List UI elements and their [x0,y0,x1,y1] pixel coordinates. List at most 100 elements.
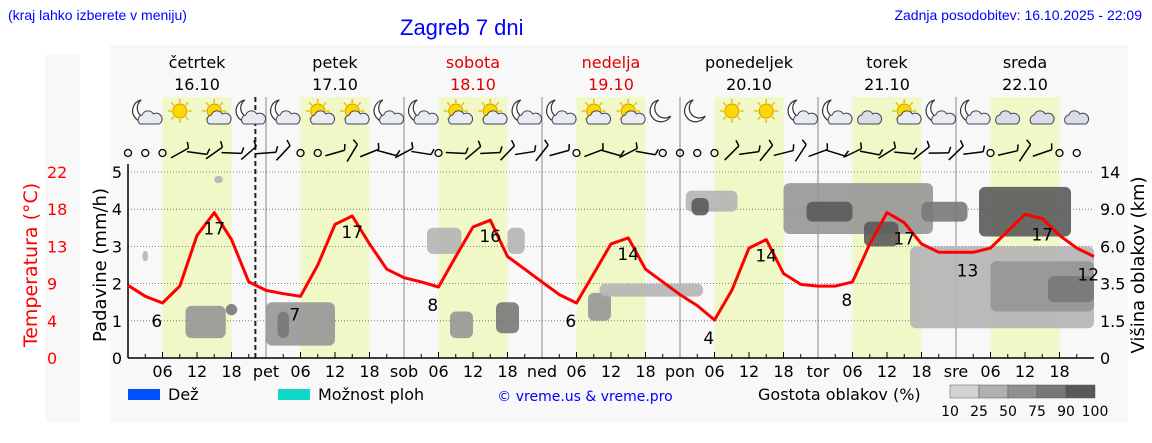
wind-barb-icon [445,147,469,155]
location-hint[interactable]: (kraj lahko izberete v meniju) [8,7,187,23]
temperature-label: 17 [893,230,915,250]
wind-barb-shaft [894,151,915,155]
moon-cloud-icon [925,99,957,125]
cloud-shape [1029,110,1055,125]
wind-barb-shaft [997,150,1018,156]
wind-barb-icon [963,145,986,155]
hour-label: 18 [773,362,793,381]
calm-wind-icon [1055,148,1064,158]
cloud-shape [482,110,508,125]
sun-ray [895,101,900,106]
cloud-layer [979,186,1071,237]
rain-tick: 4 [112,200,122,219]
wind-barb-flag [286,139,291,147]
wind-barb-flag [768,139,774,146]
wind-barb-icon [464,140,482,161]
wind-barb-shaft [843,147,862,159]
sun-cloud-icon [305,99,336,125]
wind-barb-icon [618,142,638,159]
cloud-shape [896,110,922,125]
cloud-layer [507,227,525,254]
moon-cloud-icon [546,99,577,125]
calm-wind-icon [572,148,581,158]
density-level-label: 10 [941,404,959,420]
wind-barb-icon [514,145,537,156]
wind-barb-shaft [255,151,277,155]
calm-wind-icon [710,148,719,158]
rain-tick: 2 [112,275,122,294]
wind-barb-flag [275,145,279,153]
wind-barb-icon [221,147,245,155]
wind-barb-icon [948,140,964,161]
sun-ray [446,101,451,106]
wind-barb-shaft [359,148,380,158]
sun-ray [722,101,727,106]
cloud-shape [413,110,439,125]
sun-ray [205,101,210,106]
day-date: 18.10 [450,75,496,94]
wind-barb-flag [654,148,660,156]
cloud-height-tick: 9.0 [1100,200,1125,219]
wind-barb-shaft [394,147,414,159]
wind-barb-flag [352,139,358,145]
wind-barb-shaft [275,145,291,161]
wind-barb-icon [346,139,359,162]
sun-disc [758,103,774,119]
wind-barb-flag [465,147,469,154]
cloud-layer [427,227,462,254]
temperature-label: 17 [203,220,225,240]
temperature-label: 8 [841,291,852,311]
wind-barb-flag [430,148,435,155]
wind-barb-flag [499,146,503,153]
hour-label: 18 [497,362,517,381]
wind-barb-icon [843,142,863,159]
density-level-label: 75 [1028,404,1046,420]
cloud-shape [137,110,163,125]
sun-ray [219,101,224,106]
temperature-label: 17 [341,223,363,243]
wind-barb-icon [170,141,190,159]
rain-legend-label: Dež [168,385,199,404]
temperature-label: 12 [1077,266,1099,286]
wind-barb-flag [735,139,740,147]
wind-barb-flag [510,139,516,147]
wind-barb-shaft [618,147,638,159]
cloud-shape [206,110,232,125]
wind-barb-shaft [240,145,257,161]
moon-cloud-icon [822,99,853,125]
day-name: četrtek [169,53,227,72]
cloud-shape [965,110,991,125]
hour-label: 06 [842,362,862,381]
density-level-label: 90 [1057,404,1075,420]
wind-barb-flag [893,141,897,148]
cloud-layer [142,250,149,262]
wind-barb-icon [859,149,884,156]
density-swatch [949,384,980,399]
rain-tick: 3 [112,237,122,256]
wind-barb-shaft [500,145,515,161]
last-updated: Zadnja posodobitev: 16.10.2025 - 22:09 [894,7,1142,23]
cloud-shape [586,110,612,125]
sun-disc [172,103,188,119]
sun-ray [184,101,189,106]
wind-barb-shaft [963,151,984,155]
copyright-link[interactable]: © vreme.us & vreme.pro [497,389,672,405]
moon-cloud-icon [132,99,163,125]
wind-barb-flag [533,145,537,152]
day-name: ponedeljek [705,53,794,72]
rain-legend-swatch [128,389,160,400]
wind-barb-flag [377,142,380,150]
wind-barb-shaft [221,151,242,155]
day-name: torek [866,53,908,72]
wind-barb-icon [928,146,952,154]
wind-barb-shaft [464,145,482,161]
cloud-layer [185,305,226,339]
temp-tick: 9 [47,275,57,294]
wind-barb-shaft [584,148,604,158]
daylight-band [576,97,646,358]
wind-barb-icon [376,149,401,157]
density-swatch [1036,384,1067,399]
hour-label: 12 [739,362,759,381]
wind-barb-shaft [376,149,397,157]
cloud-height-axis-label: Višina oblakov (km) [1128,176,1149,353]
